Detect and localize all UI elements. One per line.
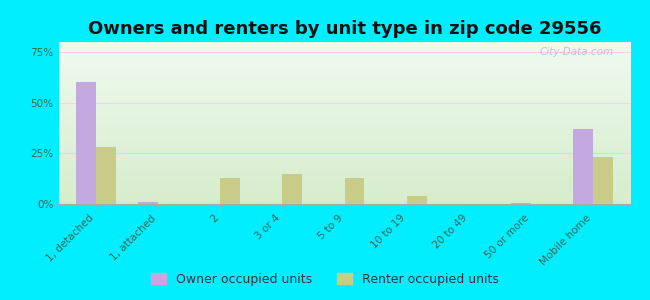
Bar [138, 202, 158, 204]
Bar [282, 174, 302, 204]
Bar [593, 158, 613, 204]
Bar [511, 203, 531, 204]
Bar [220, 178, 240, 204]
Bar [573, 129, 593, 204]
Bar [344, 178, 365, 204]
Bar [407, 196, 426, 204]
Bar [76, 82, 96, 204]
Text: City-Data.com: City-Data.com [540, 47, 614, 57]
Legend: Owner occupied units, Renter occupied units: Owner occupied units, Renter occupied un… [146, 268, 504, 291]
Bar [96, 147, 116, 204]
Title: Owners and renters by unit type in zip code 29556: Owners and renters by unit type in zip c… [88, 20, 601, 38]
